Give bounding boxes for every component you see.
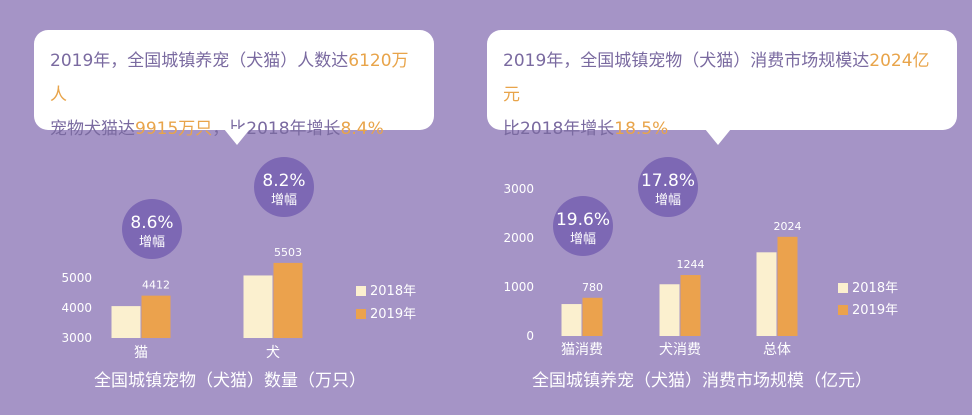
growth-value: 19.6%	[556, 210, 610, 230]
y-tick-label: 0	[526, 329, 534, 343]
y-tick-label: 4000	[61, 301, 92, 315]
data-label: 1244	[677, 258, 705, 271]
growth-label: 增幅	[271, 193, 297, 208]
growth-badge	[254, 157, 314, 217]
callout-consumption-market: 2019年，全国城镇宠物（犬猫）消费市场规模达2024亿元 比2018年增长18…	[487, 30, 957, 145]
bar-2018	[659, 284, 680, 336]
growth-label: 增幅	[655, 193, 681, 208]
growth-value: 17.8%	[641, 171, 695, 191]
growth-label: 增幅	[139, 235, 165, 250]
bar-2019	[680, 275, 701, 336]
callout-tail	[224, 129, 250, 145]
data-label: 780	[582, 281, 603, 294]
callout-tail	[705, 129, 731, 145]
growth-badge	[638, 157, 698, 217]
growth-value: 8.6%	[130, 213, 173, 233]
y-tick-label: 2000	[503, 231, 534, 245]
data-label: 4412	[142, 279, 170, 292]
bar-2019	[582, 297, 603, 336]
legend-label: 2018年	[852, 281, 898, 296]
callout-line-1: 2019年，全国城镇宠物（犬猫）消费市场规模达2024亿元	[503, 51, 930, 105]
y-tick-label: 3000	[61, 331, 92, 345]
chart-title: 全国城镇养宠（犬猫）消费市场规模（亿元）	[532, 371, 872, 391]
callout-pet-owners: 2019年，全国城镇养宠（犬猫）人数达6120万人 宠物犬猫达9915万只，比2…	[34, 30, 434, 145]
y-tick-label: 1000	[503, 280, 534, 294]
growth-value: 8.2%	[262, 171, 305, 191]
bar-2019	[777, 236, 798, 336]
legend-label: 2019年	[370, 307, 416, 322]
data-label: 2024	[774, 220, 802, 233]
data-label: 5503	[274, 246, 302, 259]
chart-title: 全国城镇宠物（犬猫）数量（万只）	[94, 371, 366, 391]
growth-badge	[122, 199, 182, 259]
legend-swatch	[838, 305, 848, 315]
legend-swatch	[356, 309, 366, 319]
bar-2018	[111, 306, 141, 338]
bar-2018	[756, 252, 777, 336]
bar-2019	[141, 295, 171, 338]
bar-2019	[273, 262, 303, 338]
growth-badge	[553, 196, 613, 256]
category-label: 犬消费	[659, 342, 701, 358]
legend-label: 2019年	[852, 303, 898, 318]
legend-swatch	[838, 283, 848, 293]
growth-label: 增幅	[570, 232, 596, 247]
bar-2018	[561, 304, 582, 336]
y-tick-label: 3000	[503, 182, 534, 196]
y-tick-label: 5000	[61, 271, 92, 285]
legend-swatch	[356, 286, 366, 296]
legend-label: 2018年	[370, 284, 416, 299]
callout-line-1: 2019年，全国城镇养宠（犬猫）人数达6120万人	[50, 51, 409, 105]
bar-2018	[243, 275, 273, 338]
callout-line-2: 比2018年增长18.5%	[503, 119, 669, 139]
category-label: 总体	[763, 342, 791, 358]
category-label: 犬	[266, 345, 280, 361]
category-label: 猫	[134, 345, 148, 361]
category-label: 猫消费	[561, 342, 603, 358]
